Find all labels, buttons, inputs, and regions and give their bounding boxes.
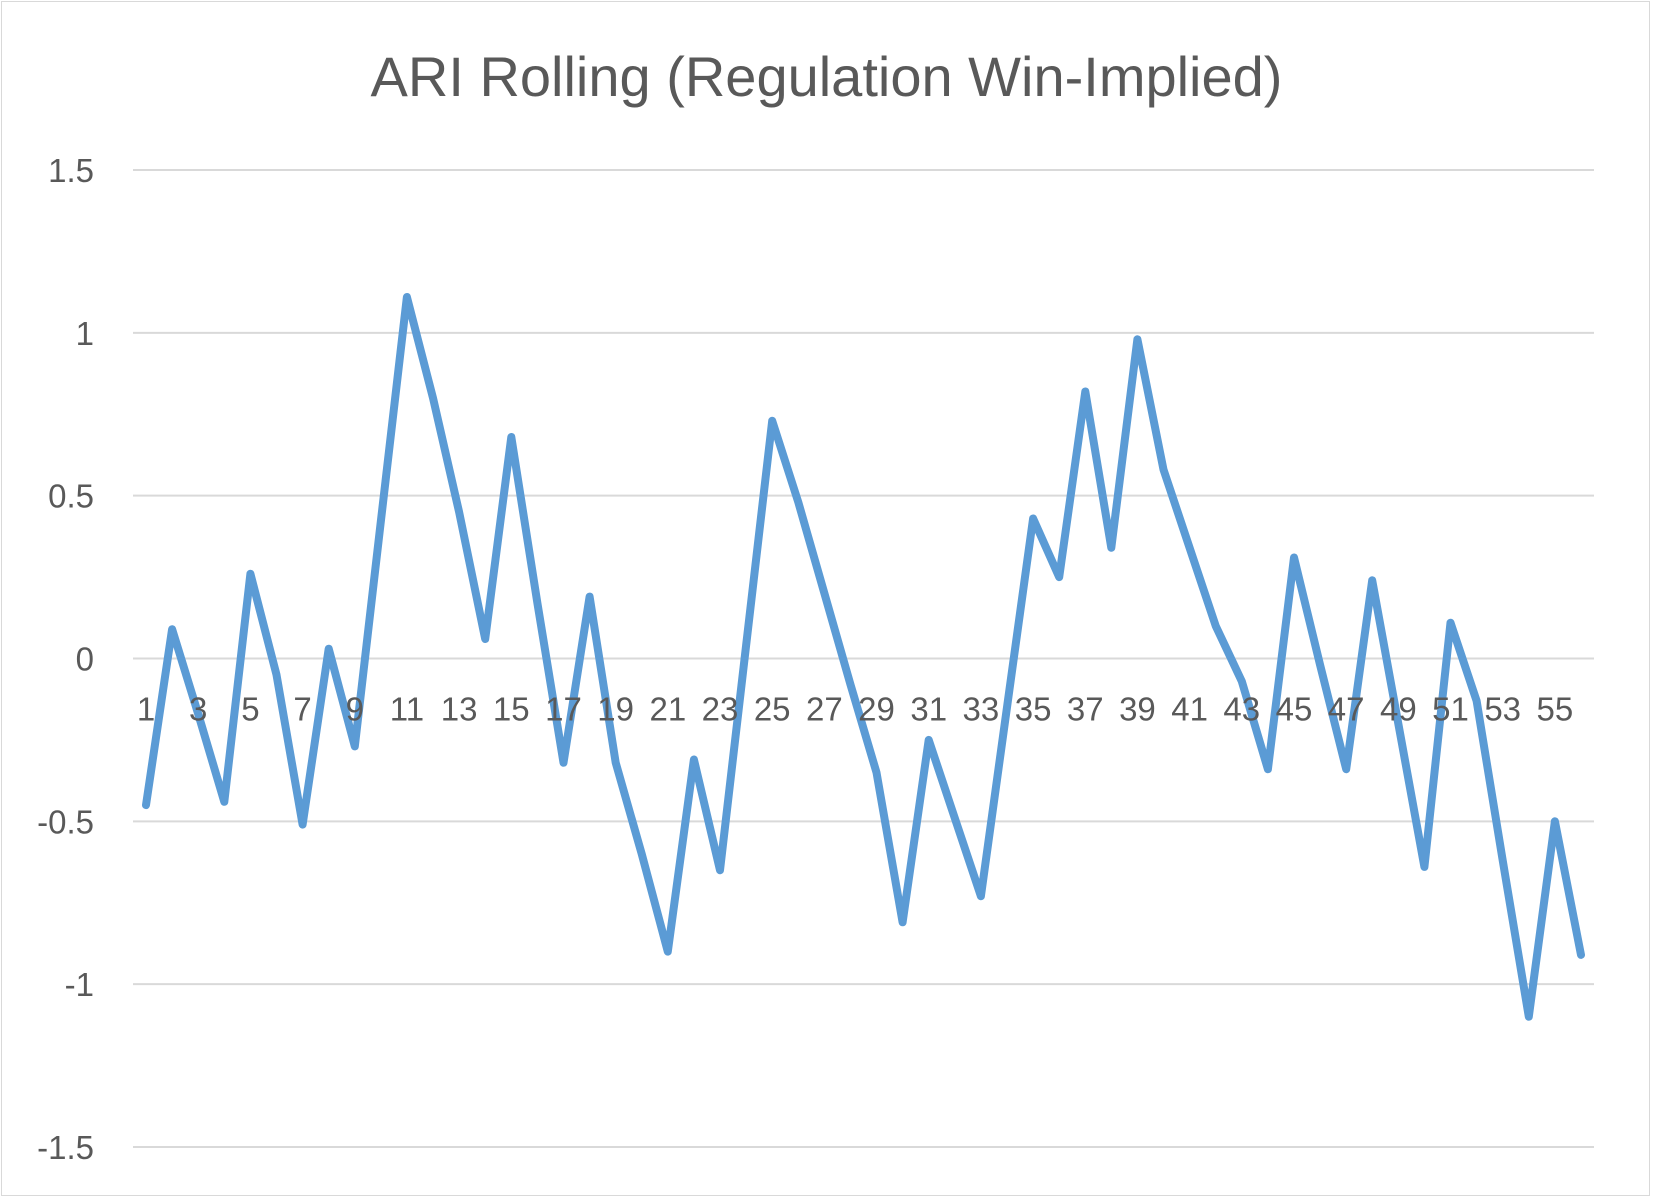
x-tick-label: 41 bbox=[1171, 691, 1208, 728]
x-tick-label: 33 bbox=[963, 691, 1000, 728]
x-tick-label: 39 bbox=[1119, 691, 1156, 728]
x-tick-label: 19 bbox=[597, 691, 634, 728]
y-tick-label: 1.5 bbox=[48, 152, 94, 189]
y-tick-label: 0.5 bbox=[48, 478, 94, 515]
x-tick-label: 3 bbox=[189, 691, 207, 728]
y-tick-label: -1.5 bbox=[37, 1129, 94, 1166]
x-tick-label: 7 bbox=[293, 691, 311, 728]
x-tick-label: 47 bbox=[1328, 691, 1365, 728]
x-tick-label: 53 bbox=[1484, 691, 1521, 728]
series-line bbox=[142, 293, 1585, 1021]
x-tick-label: 51 bbox=[1432, 691, 1469, 728]
x-tick-label: 45 bbox=[1276, 691, 1313, 728]
y-tick-label: 1 bbox=[76, 315, 94, 352]
x-tick-label: 17 bbox=[545, 691, 582, 728]
x-tick-label: 25 bbox=[754, 691, 791, 728]
x-tick-label: 9 bbox=[346, 691, 364, 728]
x-tick-label: 27 bbox=[806, 691, 843, 728]
x-tick-label: 21 bbox=[649, 691, 686, 728]
x-tick-label: 35 bbox=[1015, 691, 1052, 728]
x-tick-label: 49 bbox=[1380, 691, 1417, 728]
x-tick-label: 1 bbox=[137, 691, 155, 728]
x-tick-label: 13 bbox=[441, 691, 478, 728]
chart-title: ARI Rolling (Regulation Win-Implied) bbox=[370, 45, 1283, 108]
x-tick-label: 23 bbox=[702, 691, 739, 728]
y-tick-label: -0.5 bbox=[37, 803, 94, 840]
x-tick-label: 55 bbox=[1537, 691, 1574, 728]
y-tick-label: -1 bbox=[65, 966, 94, 1003]
x-tick-label: 31 bbox=[910, 691, 947, 728]
x-tick-label: 11 bbox=[390, 691, 424, 728]
y-tick-label: 0 bbox=[76, 641, 94, 678]
x-tick-label: 15 bbox=[493, 691, 530, 728]
x-tick-label: 37 bbox=[1067, 691, 1104, 728]
x-tick-label: 29 bbox=[858, 691, 895, 728]
x-tick-label: 5 bbox=[241, 691, 259, 728]
x-tick-label: 43 bbox=[1223, 691, 1260, 728]
